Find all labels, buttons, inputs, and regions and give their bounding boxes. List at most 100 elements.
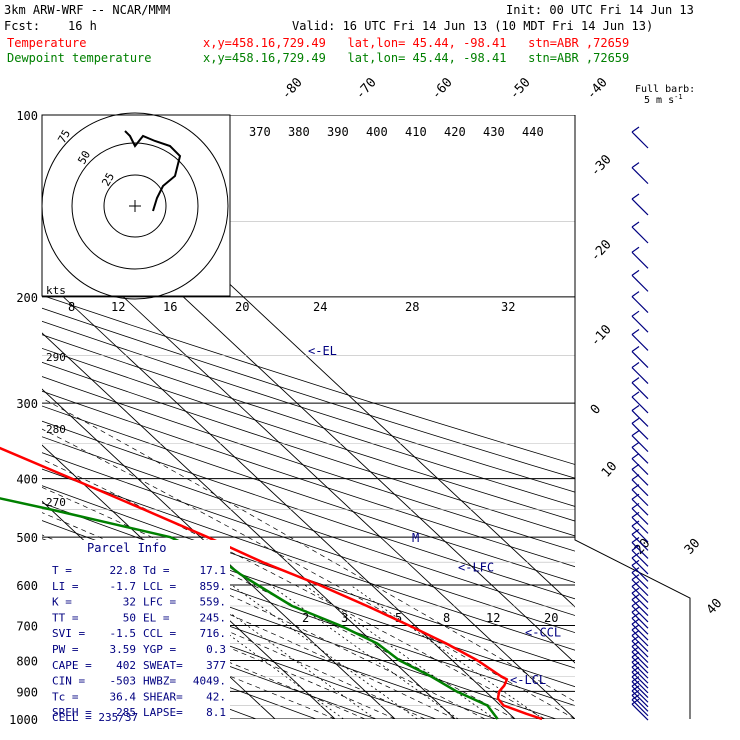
wind-barb-flag — [631, 594, 640, 601]
wind-barb — [631, 167, 649, 185]
theta-e-label: 380 — [288, 125, 310, 139]
theta-e-label: 440 — [522, 125, 544, 139]
wind-barb-flag — [631, 574, 640, 581]
wind-barb — [631, 422, 649, 440]
wind-barb-flag — [631, 310, 640, 317]
parcel-label-right: EL = — [143, 611, 170, 624]
mixing-ratio-line — [350, 584, 544, 719]
wind-barb-flag — [631, 641, 640, 647]
wind-barb — [631, 629, 649, 647]
wind-barb — [631, 617, 649, 635]
parcel-label-right: SWEAT= — [143, 659, 183, 672]
mixing-ratio-line — [161, 584, 344, 719]
wind-barb-flag — [631, 463, 640, 470]
parcel-label-left: K = — [52, 596, 72, 609]
wind-barb — [631, 533, 649, 551]
wind-barb-flag — [631, 474, 640, 481]
wind-barb-flag — [631, 656, 640, 663]
speed-axis-label: 8 — [68, 300, 75, 314]
wind-barb-flag — [631, 362, 640, 369]
wind-barb-flag — [631, 676, 640, 683]
dewpoint-point-info: x,y=458.16,729.49 lat,lon= 45.44, -98.41… — [203, 51, 629, 65]
hodograph-origin — [129, 200, 141, 212]
wind-barb-flag — [631, 328, 640, 335]
parcel-label-left: PW = — [52, 643, 79, 656]
wind-barb — [631, 611, 649, 629]
parcel-label-left: SVI = — [52, 627, 85, 640]
wind-barb-flag — [631, 612, 640, 619]
wind-barb — [631, 623, 649, 641]
level-marker: <-EL — [308, 344, 337, 358]
wind-barb — [631, 498, 649, 516]
parcel-info-title: Parcel Info — [87, 541, 166, 555]
speed-axis-label: 20 — [235, 300, 249, 314]
theta-e-label: 410 — [405, 125, 427, 139]
theta-label: 280 — [46, 423, 66, 436]
parcel-label-right: LFC = — [143, 596, 176, 609]
parcel-value-left: -503 — [110, 675, 137, 688]
level-marker: <-LCL — [510, 673, 546, 687]
wind-barb — [631, 315, 649, 333]
isobar-lines — [42, 115, 575, 719]
wind-barb-flag — [631, 624, 640, 631]
wind-barb-flag — [631, 417, 640, 424]
parcel-value-right: 377 — [206, 659, 226, 672]
parcel-label-left: CAPE = — [52, 659, 92, 672]
init-time: Init: 00 UTC Fri 14 Jun 13 — [506, 3, 694, 17]
moist-adiabat — [42, 601, 336, 719]
wind-barb — [631, 640, 649, 658]
wind-barb-flag — [631, 193, 640, 200]
wind-barb-flag — [631, 484, 640, 491]
wind-barb-flag — [631, 685, 640, 692]
isotherm-label: 0 — [588, 402, 604, 418]
parcel-label-left: CIN = — [52, 675, 85, 688]
pressure-tick-label: 600 — [16, 579, 38, 593]
wind-barb-flag — [631, 441, 640, 448]
isotherm-label: -70 — [353, 75, 380, 102]
hodograph-trace — [124, 130, 182, 212]
wind-barb-flag — [631, 618, 640, 625]
barb-legend-sup: -1 — [674, 93, 682, 101]
speed-axis-label: 12 — [111, 300, 125, 314]
mixing-ratio-label: 2 — [302, 611, 309, 625]
pressure-tick-label: 200 — [16, 291, 38, 305]
plot-area — [42, 115, 575, 719]
fcst-label: Fcst: — [4, 19, 40, 33]
wind-barb — [631, 516, 649, 534]
parcel-value-left: 402 — [116, 659, 136, 672]
theta-e-label: 420 — [444, 125, 466, 139]
parcel-cell: CELL = 235/37 — [52, 711, 138, 724]
parcel-value-right: 245. — [200, 611, 227, 624]
wind-barb — [631, 599, 649, 617]
parcel-value-left: -1.7 — [110, 580, 137, 593]
barb-legend-line2: 5 m s-1 — [644, 93, 683, 106]
diagram-boundary — [574, 115, 691, 719]
pressure-tick-label: 700 — [16, 619, 38, 633]
parcel-value-right: 42. — [206, 690, 226, 703]
mixing-ratio-label: 12 — [486, 611, 500, 625]
sounding-series — [0, 446, 543, 721]
wind-barb — [631, 367, 649, 384]
isotherm-line — [42, 220, 575, 719]
speed-axis-label: 28 — [405, 300, 419, 314]
hodograph-ring-label: 25 — [99, 171, 117, 189]
wind-barb — [631, 489, 649, 507]
wind-barb — [631, 468, 649, 486]
wind-barb — [631, 396, 649, 414]
parcel-label-right: LCL = — [143, 580, 176, 593]
parcel-value-left: 3.59 — [110, 643, 137, 656]
isotherm-label: -30 — [588, 152, 615, 179]
mixing-ratio-label: 5 — [395, 611, 402, 625]
isotherm-label: 20 — [632, 536, 654, 558]
wind-barb-flag — [631, 126, 640, 133]
temperature-line — [0, 446, 543, 721]
pressure-tick-label: 400 — [16, 473, 38, 487]
isotherm-label: 30 — [682, 536, 704, 558]
parcel-value-right: 17.1 — [200, 564, 227, 577]
moist-adiabat — [42, 397, 575, 703]
theta-e-label: 370 — [249, 125, 271, 139]
parcel-value-left: 22.8 — [110, 564, 137, 577]
wind-barb — [631, 564, 649, 582]
